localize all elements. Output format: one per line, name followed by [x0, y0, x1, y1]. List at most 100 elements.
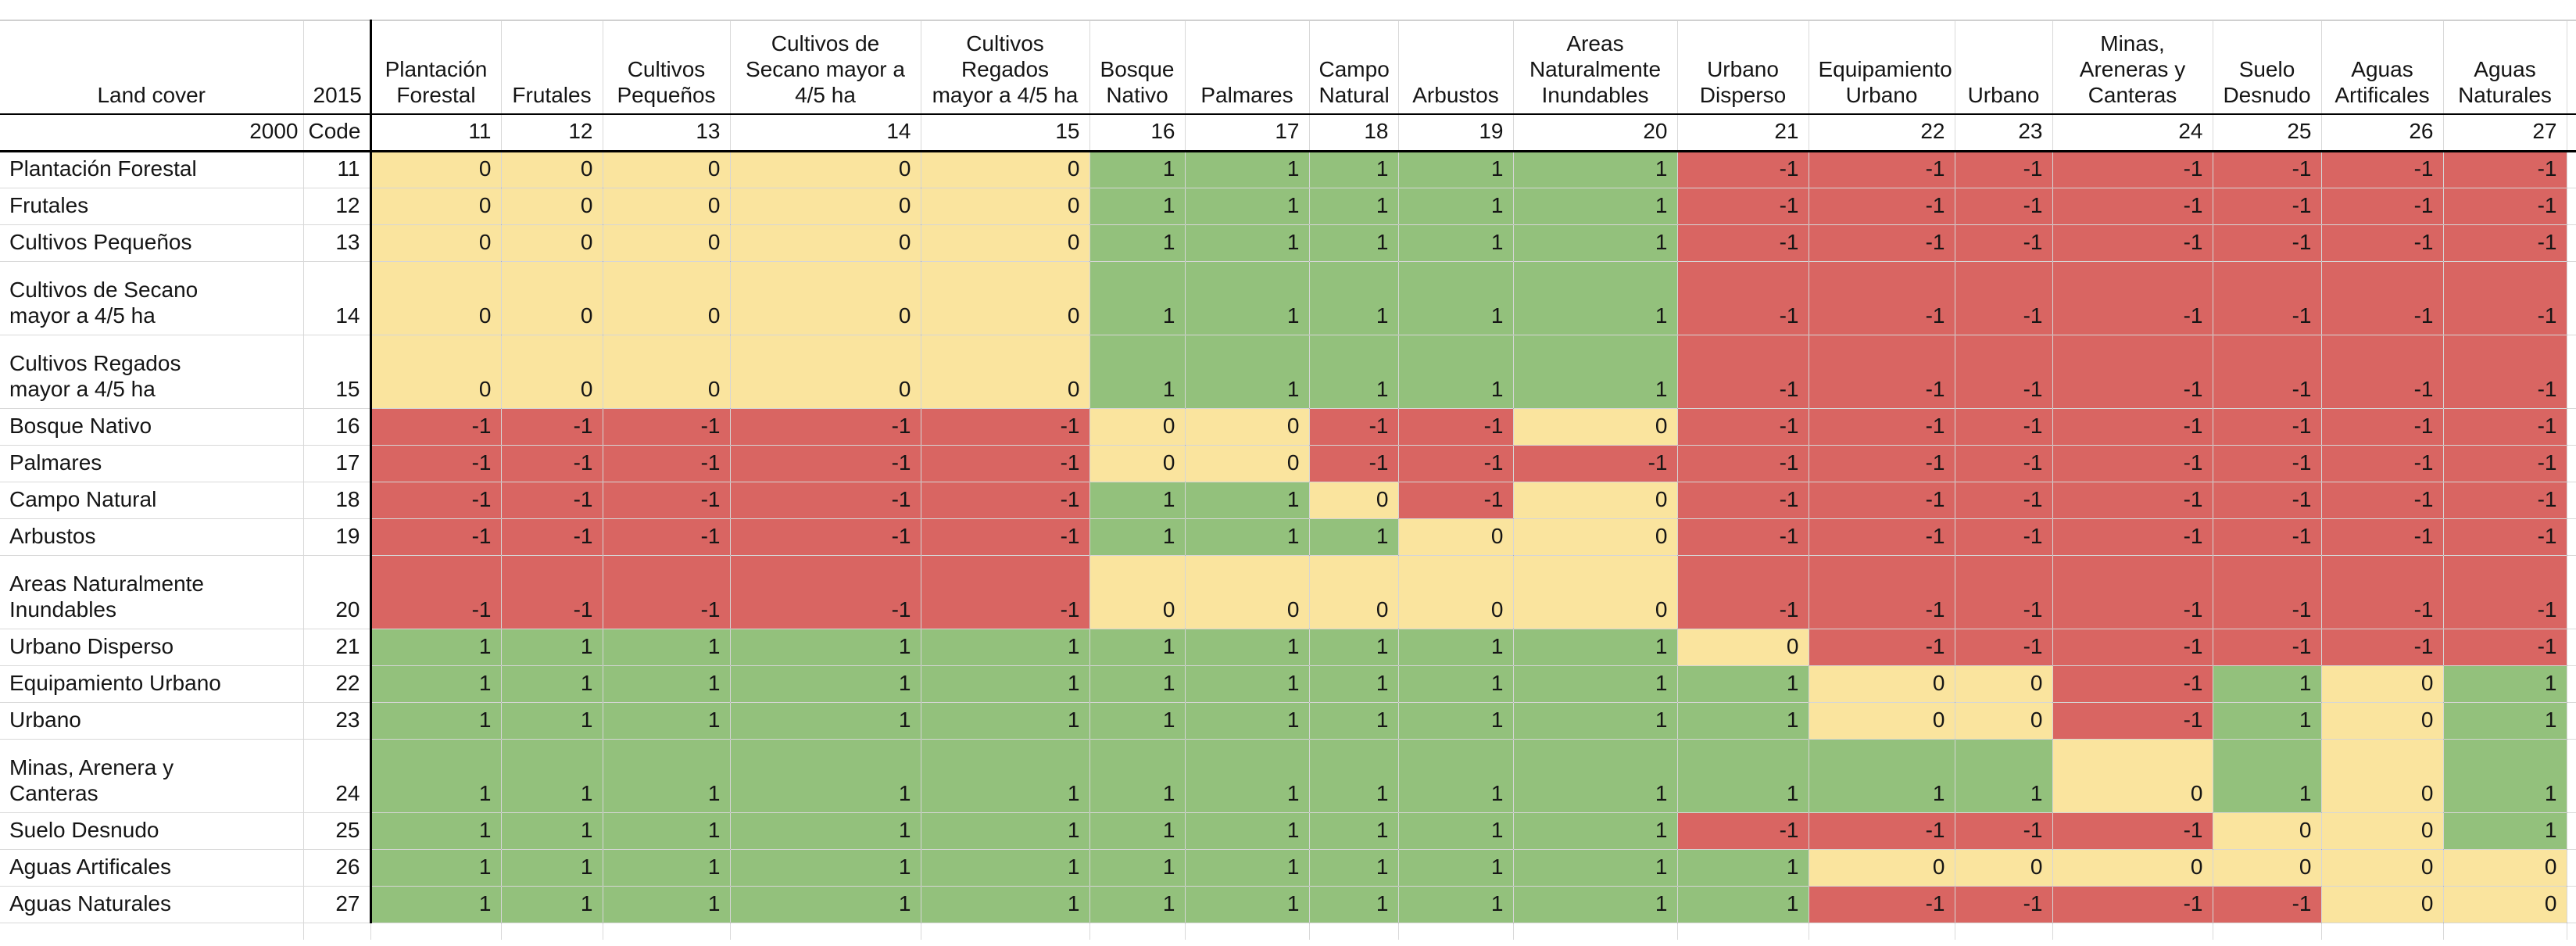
cell-18-25[interactable]: -1 [2213, 482, 2322, 519]
cell-22-15[interactable]: 1 [921, 665, 1090, 703]
cell-26-18[interactable]: 1 [1309, 849, 1399, 887]
column-code-21[interactable]: 21 [1677, 114, 1809, 152]
cell-24-18[interactable]: 1 [1309, 739, 1399, 813]
cell-18-26[interactable]: -1 [2321, 482, 2444, 519]
cell-20-21[interactable]: -1 [1677, 555, 1809, 629]
cell-22-11[interactable]: 1 [370, 665, 502, 703]
column-code-15[interactable]: 15 [921, 114, 1090, 152]
cell-12-24[interactable]: -1 [2052, 188, 2213, 225]
cell-18-22[interactable]: -1 [1809, 482, 1955, 519]
empty-cell[interactable] [303, 923, 371, 940]
empty-cell[interactable] [1309, 923, 1399, 940]
cell-23-26[interactable]: 0 [2321, 702, 2444, 740]
cell-17-17[interactable]: 0 [1185, 445, 1310, 482]
cell-23-21[interactable]: 1 [1677, 702, 1809, 740]
cell-25-13[interactable]: 1 [603, 812, 731, 850]
cell-18-11[interactable]: -1 [370, 482, 502, 519]
cell-21-24[interactable]: -1 [2052, 629, 2213, 666]
cell-22-14[interactable]: 1 [730, 665, 921, 703]
cell-21-20[interactable]: 1 [1513, 629, 1678, 666]
cell-15-21[interactable]: -1 [1677, 335, 1809, 409]
cell-19-15[interactable]: -1 [921, 518, 1090, 556]
cell-17-23[interactable]: -1 [1955, 445, 2053, 482]
cell-23-13[interactable]: 1 [603, 702, 731, 740]
cell-12-20[interactable]: 1 [1513, 188, 1678, 225]
cell-14-21[interactable]: -1 [1677, 261, 1809, 335]
column-header-16[interactable]: Bosque Nativo [1089, 20, 1186, 115]
empty-cell[interactable] [1677, 923, 1809, 940]
cell-24-11[interactable]: 1 [370, 739, 502, 813]
cell-13-26[interactable]: -1 [2321, 224, 2444, 262]
cell-13-14[interactable]: 0 [730, 224, 921, 262]
cell-11-14[interactable]: 0 [730, 151, 921, 188]
cell-22-22[interactable]: 0 [1809, 665, 1955, 703]
column-code-27[interactable]: 27 [2443, 114, 2567, 152]
cell-15-27[interactable]: -1 [2443, 335, 2567, 409]
column-code-13[interactable]: 13 [603, 114, 731, 152]
empty-cell[interactable] [1809, 923, 1955, 940]
cell-19-20[interactable]: 0 [1513, 518, 1678, 556]
cell-20-22[interactable]: -1 [1809, 555, 1955, 629]
cell-18-12[interactable]: -1 [501, 482, 603, 519]
column-header-13[interactable]: Cultivos Pequeños [603, 20, 731, 115]
column-code-19[interactable]: 19 [1398, 114, 1514, 152]
row-label-15[interactable]: Cultivos Regados mayor a 4/5 ha [0, 335, 304, 409]
cell-19-22[interactable]: -1 [1809, 518, 1955, 556]
cell-14-17[interactable]: 1 [1185, 261, 1310, 335]
cell-19-23[interactable]: -1 [1955, 518, 2053, 556]
cell-26-21[interactable]: 1 [1677, 849, 1809, 887]
empty-cell[interactable] [0, 923, 304, 940]
cell-19-13[interactable]: -1 [603, 518, 731, 556]
cell-20-24[interactable]: -1 [2052, 555, 2213, 629]
cell-12-23[interactable]: -1 [1955, 188, 2053, 225]
cell-25-11[interactable]: 1 [370, 812, 502, 850]
cell-21-22[interactable]: -1 [1809, 629, 1955, 666]
cell-23-25[interactable]: 1 [2213, 702, 2322, 740]
cell-15-16[interactable]: 1 [1089, 335, 1186, 409]
cell-27-15[interactable]: 1 [921, 886, 1090, 923]
cell-13-16[interactable]: 1 [1089, 224, 1186, 262]
cell-16-24[interactable]: -1 [2052, 408, 2213, 446]
cell-17-13[interactable]: -1 [603, 445, 731, 482]
row-label-21[interactable]: Urbano Disperso [0, 629, 304, 666]
column-code-11[interactable]: 11 [370, 114, 502, 152]
empty-cell[interactable] [2321, 923, 2444, 940]
cell-14-26[interactable]: -1 [2321, 261, 2444, 335]
cell-14-24[interactable]: -1 [2052, 261, 2213, 335]
cell-21-13[interactable]: 1 [603, 629, 731, 666]
row-code-22[interactable]: 22 [303, 665, 372, 703]
cell-12-22[interactable]: -1 [1809, 188, 1955, 225]
cell-24-27[interactable]: 1 [2443, 739, 2567, 813]
cell-26-25[interactable]: 0 [2213, 849, 2322, 887]
cell-27-19[interactable]: 1 [1398, 886, 1514, 923]
column-code-22[interactable]: 22 [1809, 114, 1955, 152]
cell-21-27[interactable]: -1 [2443, 629, 2567, 666]
column-header-19[interactable]: Arbustos [1398, 20, 1514, 115]
empty-cell[interactable] [730, 923, 921, 940]
column-code-25[interactable]: 25 [2213, 114, 2322, 152]
row-code-13[interactable]: 13 [303, 224, 372, 262]
cell-17-18[interactable]: -1 [1309, 445, 1399, 482]
cell-20-14[interactable]: -1 [730, 555, 921, 629]
column-header-26[interactable]: Aguas Artificales [2321, 20, 2444, 115]
cell-16-15[interactable]: -1 [921, 408, 1090, 446]
column-header-11[interactable]: Plantación Forestal [370, 20, 502, 115]
corner-code-label[interactable]: Code [303, 114, 372, 152]
cell-18-19[interactable]: -1 [1398, 482, 1514, 519]
cell-17-12[interactable]: -1 [501, 445, 603, 482]
cell-24-13[interactable]: 1 [603, 739, 731, 813]
row-label-26[interactable]: Aguas Artificales [0, 849, 304, 887]
cell-25-15[interactable]: 1 [921, 812, 1090, 850]
cell-25-23[interactable]: -1 [1955, 812, 2053, 850]
cell-16-17[interactable]: 0 [1185, 408, 1310, 446]
cell-13-19[interactable]: 1 [1398, 224, 1514, 262]
row-code-20[interactable]: 20 [303, 555, 372, 629]
cell-13-25[interactable]: -1 [2213, 224, 2322, 262]
cell-14-14[interactable]: 0 [730, 261, 921, 335]
cell-12-21[interactable]: -1 [1677, 188, 1809, 225]
cell-23-11[interactable]: 1 [370, 702, 502, 740]
column-header-20[interactable]: Areas Naturalmente Inundables [1513, 20, 1678, 115]
cell-19-11[interactable]: -1 [370, 518, 502, 556]
cell-14-25[interactable]: -1 [2213, 261, 2322, 335]
cell-16-18[interactable]: -1 [1309, 408, 1399, 446]
